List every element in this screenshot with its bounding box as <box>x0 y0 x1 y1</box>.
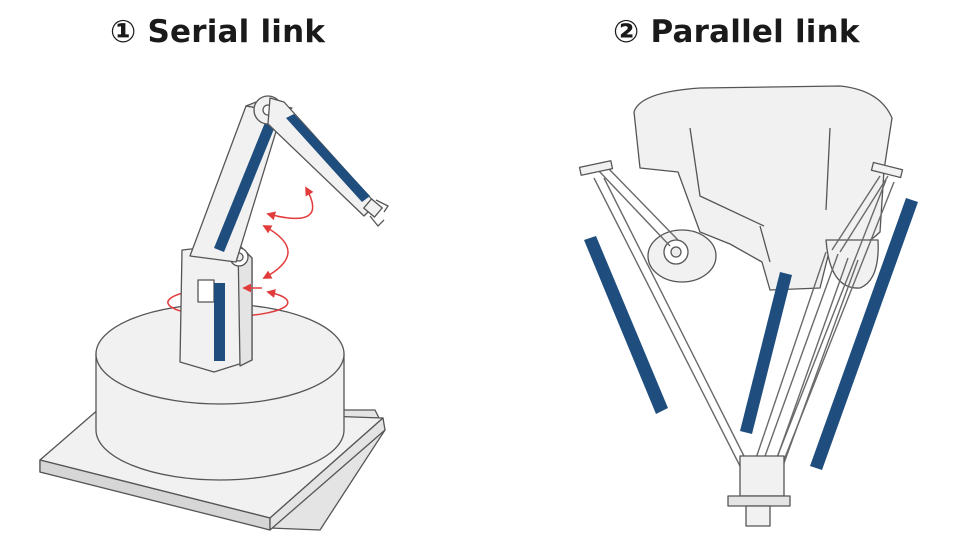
serial-robot <box>39 95 389 531</box>
parallel-link-bar-1 <box>584 236 668 414</box>
end-effector <box>727 455 791 527</box>
motor-hub-right <box>825 239 879 289</box>
parallel-link-title: ② Parallel link <box>613 14 860 50</box>
parallel-rod <box>751 251 827 471</box>
robot-housing <box>633 85 893 291</box>
parallel-rod <box>759 253 839 471</box>
parallel-robot <box>578 85 918 527</box>
serial-link-bar-3 <box>286 114 370 202</box>
parallel-link-label: Parallel link <box>650 14 860 50</box>
rotation-arrow-icon <box>262 225 289 279</box>
parallel-rod <box>771 257 849 473</box>
upper-arm-rod <box>607 167 679 241</box>
serial-link-label: Serial link <box>147 14 326 50</box>
parallel-rod <box>593 177 743 471</box>
gripper <box>363 198 389 227</box>
serial-link-number: ① <box>110 14 137 50</box>
parallel-link-bar-2 <box>740 272 792 434</box>
parallel-rod <box>603 177 751 469</box>
parallel-rod <box>771 179 887 471</box>
upper-arm-rod <box>597 169 671 247</box>
upper-arm-rod <box>839 175 889 253</box>
parallel-link-bar-3 <box>810 198 918 470</box>
rotation-arrow-icon <box>266 186 314 221</box>
motor-hub-left <box>647 229 717 283</box>
parallel-link-number: ② <box>613 14 640 50</box>
joint-cap-right <box>870 161 904 179</box>
upper-arm-rod <box>831 175 881 251</box>
serial-link-bar-2 <box>214 120 276 252</box>
parallel-rod <box>779 259 859 475</box>
serial-link-bar-1 <box>214 283 225 361</box>
joint-cap-left <box>578 160 614 176</box>
serial-link-title: ① Serial link <box>110 14 325 50</box>
